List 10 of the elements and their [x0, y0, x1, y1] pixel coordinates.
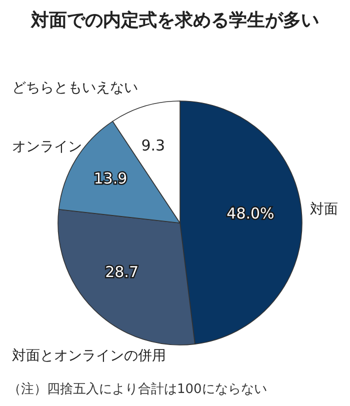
slice-label: オンライン [12, 139, 82, 156]
slice-label: 対面 [310, 202, 338, 218]
slice-label: どちらともいえない [12, 80, 138, 96]
text: （注）四捨五入により合計は100にならない [8, 381, 268, 398]
data-label: 28.7 [105, 262, 139, 281]
data-label: 13.9 [94, 170, 128, 188]
slice-label: 対面とオンラインの併用 [12, 348, 166, 364]
chart-title: 対面での内定式を求める学生が多い [30, 9, 320, 33]
data-label: 48.0% [226, 204, 274, 222]
data-label: 9.3 [141, 136, 166, 155]
